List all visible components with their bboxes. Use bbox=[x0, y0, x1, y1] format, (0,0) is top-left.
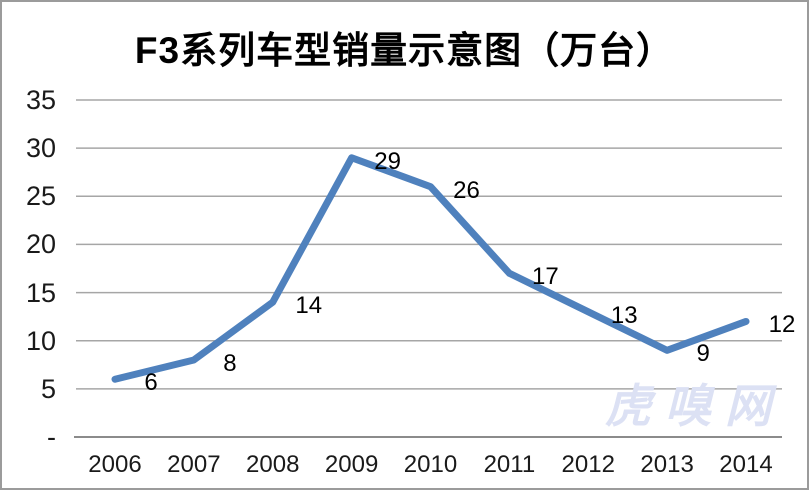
x-tick-label: 2010 bbox=[403, 451, 458, 478]
data-point-label: 14 bbox=[295, 292, 323, 320]
x-tick-label: 2011 bbox=[483, 451, 536, 478]
y-tick-label: 35 bbox=[25, 85, 56, 115]
y-tick-label: 5 bbox=[40, 373, 56, 404]
y-tick-label: 20 bbox=[25, 229, 56, 260]
x-tick-label: 2014 bbox=[719, 451, 773, 478]
y-tick-label: 30 bbox=[25, 133, 56, 164]
chart-title: F3系列车型销量示意图（万台） bbox=[134, 30, 675, 71]
y-tick-label: - bbox=[47, 422, 56, 452]
x-tick-label: 2009 bbox=[324, 451, 379, 478]
data-point-label: 26 bbox=[453, 176, 480, 204]
series-line bbox=[111, 154, 750, 383]
data-point-label: 17 bbox=[532, 263, 559, 291]
data-point-label: 8 bbox=[223, 349, 237, 377]
x-tick-label: 2006 bbox=[88, 451, 142, 478]
data-point-label: 6 bbox=[144, 369, 158, 397]
x-tick-label: 2007 bbox=[167, 451, 221, 478]
data-point-label: 13 bbox=[610, 301, 638, 329]
data-point-label: 29 bbox=[374, 147, 401, 175]
y-tick-label: 25 bbox=[25, 181, 56, 212]
data-point-label: 9 bbox=[696, 340, 710, 368]
data-point-label: 12 bbox=[768, 311, 796, 339]
x-tick-label: 2008 bbox=[246, 451, 300, 478]
y-tick-label: 10 bbox=[25, 325, 56, 356]
x-tick-label: 2013 bbox=[640, 451, 694, 478]
y-tick-label: 15 bbox=[25, 277, 56, 308]
x-tick-label: 2012 bbox=[561, 451, 615, 478]
